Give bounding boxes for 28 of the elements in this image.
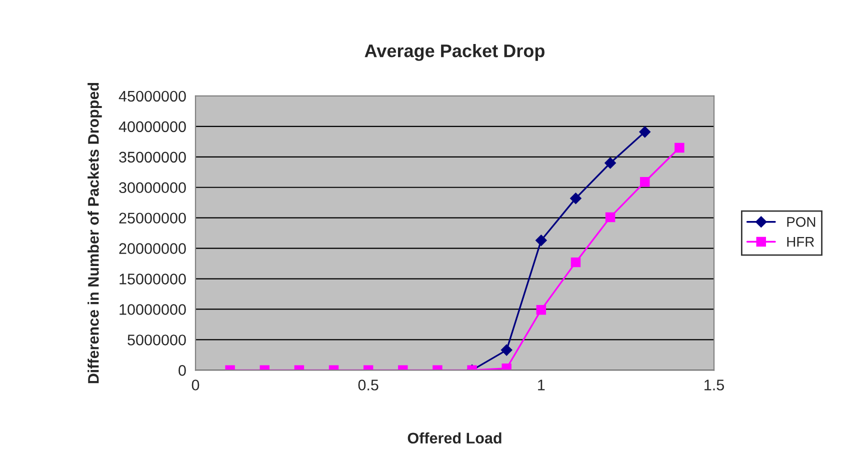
y-tick-label: 25000000 bbox=[119, 212, 186, 224]
point bbox=[674, 142, 684, 153]
y-tick-label: 30000000 bbox=[119, 182, 186, 194]
point bbox=[536, 234, 547, 246]
y-tick-label: 10000000 bbox=[120, 304, 186, 315]
y-tick-label: 20000000 bbox=[119, 243, 186, 254]
chart-title: Average Packet Drop bbox=[364, 44, 544, 61]
y-tick-label: 40000000 bbox=[118, 121, 186, 132]
point bbox=[536, 304, 546, 315]
x-tick-label: 1 bbox=[538, 380, 545, 390]
point bbox=[605, 212, 616, 222]
x-tick-label: 1.5 bbox=[704, 380, 724, 390]
y-tick-label: 45000000 bbox=[118, 90, 186, 102]
point bbox=[570, 257, 581, 268]
point bbox=[639, 126, 650, 138]
y-tick-label: 5000000 bbox=[128, 334, 186, 346]
x-tick-label: 0 bbox=[192, 380, 200, 390]
legend-label: PON bbox=[787, 217, 816, 227]
point bbox=[640, 177, 650, 187]
y-tick-label: 0 bbox=[178, 365, 186, 376]
x-axis-title: Offered Load bbox=[408, 432, 502, 444]
y-tick-label: 15000000 bbox=[120, 274, 186, 284]
y-tick-label: 35000000 bbox=[119, 152, 186, 163]
point bbox=[570, 192, 582, 204]
y-axis-title: Difference in Number of Packets Dropped bbox=[88, 82, 102, 384]
legend-label: HFR bbox=[787, 237, 814, 247]
x-tick-label: 0.5 bbox=[358, 380, 378, 390]
point bbox=[604, 157, 616, 169]
